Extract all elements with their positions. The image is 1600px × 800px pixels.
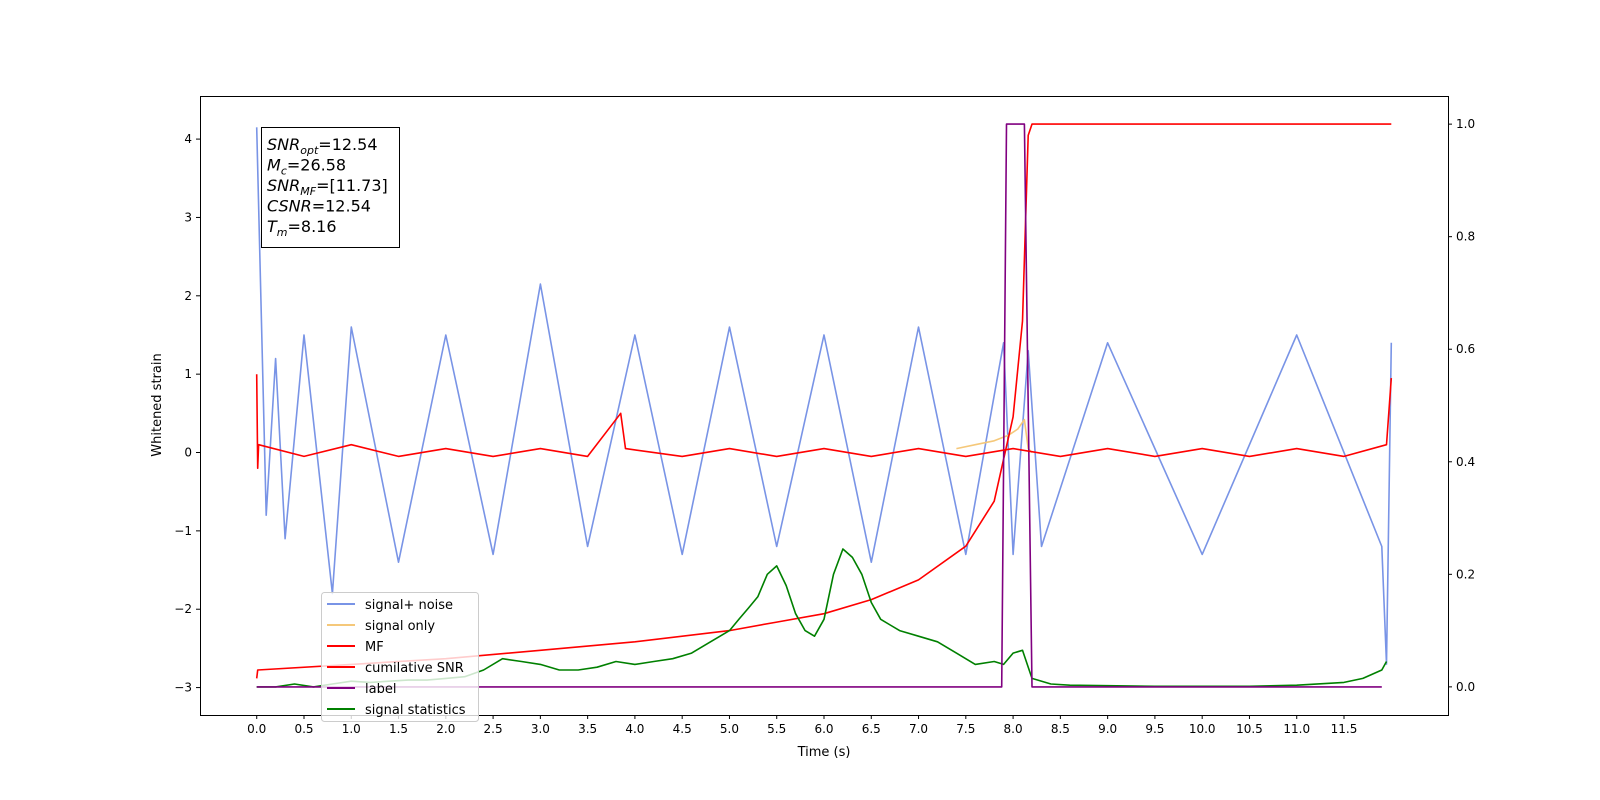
y-tick-label: −1	[174, 524, 192, 538]
y-tick-label: 4	[184, 132, 192, 146]
y-tick-label: 2	[184, 289, 192, 303]
x-tick-label: 1.0	[342, 722, 361, 736]
series-signal-noise-line	[255, 127, 1393, 665]
x-tick-label: 4.0	[625, 722, 644, 736]
y-tick-label: −3	[174, 681, 192, 695]
x-tick-label: 10.5	[1236, 722, 1263, 736]
annotation-line: Mc=26.58	[267, 156, 346, 178]
y-tick-label: −2	[174, 602, 192, 616]
series-mf-line	[255, 374, 1393, 470]
right-y-tick-label: 0.2	[1456, 567, 1475, 581]
y-axis-label: Whitened strain	[150, 353, 165, 456]
x-tick-label: 10.0	[1189, 722, 1216, 736]
x-tick-label: 9.0	[1098, 722, 1117, 736]
x-tick-label: 3.5	[578, 722, 597, 736]
x-tick-label: 5.5	[767, 722, 786, 736]
legend-label-label: label	[365, 682, 396, 697]
legend-label-signal-noise: signal+ noise	[365, 598, 453, 613]
series-label-line	[256, 123, 1382, 688]
x-tick-label: 4.5	[673, 722, 692, 736]
legend-label-cumilative-snr: cumilative SNR	[365, 661, 464, 676]
annotation-line: SNRMF=[11.73]	[267, 176, 388, 198]
x-tick-label: 11.5	[1331, 722, 1358, 736]
right-y-axis-ticks: 0.0 0.2 0.4 0.6 0.8 1.0	[1448, 117, 1475, 694]
right-y-tick-label: 0.8	[1456, 230, 1475, 244]
legend-label-mf: MF	[365, 640, 384, 655]
stats-annotation-box: SNRopt=12.54Mc=26.58SNRMF=[11.73]CSNR=12…	[261, 127, 400, 248]
annotation-line: CSNR=12.54	[267, 197, 371, 216]
right-y-tick-label: 1.0	[1456, 117, 1475, 131]
x-axis-label: Time (s)	[797, 745, 851, 760]
x-tick-label: 3.0	[531, 722, 550, 736]
legend-label-signal-only: signal only	[365, 619, 435, 634]
x-tick-label: 6.0	[814, 722, 833, 736]
annotation-line: Tm=8.16	[267, 217, 337, 239]
y-tick-label: 1	[184, 367, 192, 381]
y-tick-label: 0	[184, 446, 192, 460]
annotation-box-frame	[261, 127, 400, 248]
x-tick-label: 2.0	[436, 722, 455, 736]
x-tick-label: 11.0	[1283, 722, 1310, 736]
x-tick-label: 1.5	[389, 722, 408, 736]
x-tick-label: 8.5	[1051, 722, 1070, 736]
y-tick-label: 3	[184, 210, 192, 224]
legend-label-signal-statistics: signal statistics	[365, 703, 466, 718]
series-signal-only-line	[956, 418, 1033, 454]
x-tick-label: 2.5	[484, 722, 503, 736]
x-tick-label: 8.0	[1004, 722, 1023, 736]
x-tick-label: 5.0	[720, 722, 739, 736]
x-tick-label: 9.5	[1145, 722, 1164, 736]
x-tick-label: 7.5	[956, 722, 975, 736]
right-y-tick-label: 0.0	[1456, 680, 1475, 694]
x-tick-label: 6.5	[862, 722, 881, 736]
annotation-line: SNRopt=12.54	[267, 135, 378, 157]
x-tick-label: 0.0	[247, 722, 266, 736]
x-tick-label: 0.5	[294, 722, 313, 736]
right-y-tick-label: 0.4	[1456, 455, 1475, 469]
legend-frame	[321, 592, 479, 722]
x-axis-ticks: 0.0 0.5 1.0 1.5 2.0 2.5 3.0 3.5 4.0 4.5 5.0 5.5 6.0 6…	[247, 715, 1357, 736]
legend: signal+ noise signal only MF cumilative SNR…	[321, 592, 479, 722]
right-y-tick-label: 0.6	[1456, 342, 1475, 356]
x-tick-label: 7.0	[909, 722, 928, 736]
y-axis-ticks: −3 −2 −1 0 1 2 3 4	[174, 132, 200, 695]
